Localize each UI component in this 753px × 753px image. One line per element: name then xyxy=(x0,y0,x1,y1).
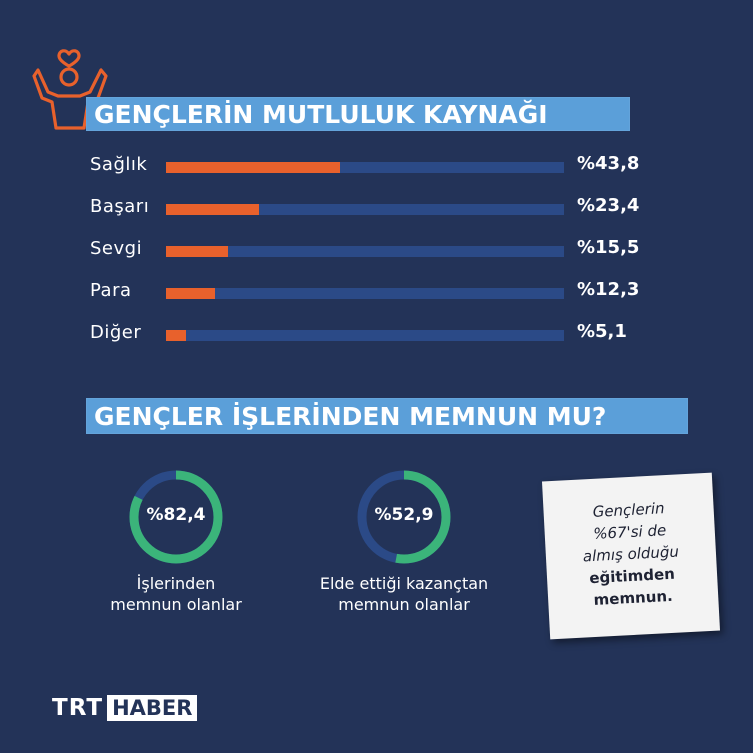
bar xyxy=(166,288,215,299)
bar-row: Para %12,3 xyxy=(0,278,753,308)
note-line-bold: memnun. xyxy=(593,586,674,610)
donut-slice xyxy=(129,470,223,564)
bar-category-label: Başarı xyxy=(90,196,150,217)
donut-chart xyxy=(357,470,451,564)
donut-caption-line: memnun olanlar xyxy=(338,595,470,614)
bar-row: Diğer %5,1 xyxy=(0,320,753,350)
bar-category-label: Para xyxy=(90,280,132,301)
section-title-text: GENÇLERİN MUTLULUK KAYNAĞI xyxy=(94,99,548,129)
bar-value-label: %43,8 xyxy=(577,153,640,174)
donut-caption-line: İşlerinden xyxy=(136,574,216,593)
bar-row: Sevgi %15,5 xyxy=(0,236,753,266)
bar xyxy=(166,162,341,173)
trt-haber-logo: TRT HABER xyxy=(52,693,198,723)
bar-category-label: Sağlık xyxy=(90,154,148,175)
bar xyxy=(166,204,260,215)
bar-value-label: %5,1 xyxy=(577,321,627,342)
bar-track xyxy=(166,288,564,299)
bar-row: Sağlık %43,8 xyxy=(0,152,753,182)
donut-value-label: %52,9 xyxy=(374,505,434,525)
note-line: Gençlerin xyxy=(592,499,665,521)
bar-row: Başarı %23,4 xyxy=(0,194,753,224)
bar-value-label: %23,4 xyxy=(577,195,640,216)
brand-haber: HABER xyxy=(107,695,198,721)
bar-track xyxy=(166,162,564,173)
donut-caption: İşlerinden memnun olanlar xyxy=(66,573,286,615)
bar xyxy=(166,246,228,257)
note-line: almış olduğu xyxy=(582,542,680,566)
bar xyxy=(166,330,187,341)
section-title-happiness: GENÇLERİN MUTLULUK KAYNAĞI xyxy=(86,97,630,131)
section-title-text: GENÇLER İŞLERİNDEN MEMNUN MU? xyxy=(94,401,607,431)
donut-slice xyxy=(357,470,451,564)
bar-value-label: %12,3 xyxy=(577,279,640,300)
bar-value-label: %15,5 xyxy=(577,237,640,258)
note-line-bold: eğitimden xyxy=(588,564,676,588)
bar-track xyxy=(166,204,564,215)
note-text: Gençlerin %67'si de almış olduğu eğitimd… xyxy=(543,495,719,614)
donut-caption: Elde ettiği kazançtan memnun olanlar xyxy=(294,573,514,615)
donut-caption-line: memnun olanlar xyxy=(110,595,242,614)
bar-category-label: Sevgi xyxy=(90,238,143,259)
section-title-job-satisfaction: GENÇLER İŞLERİNDEN MEMNUN MU? xyxy=(86,398,688,434)
bar-track xyxy=(166,246,564,257)
donut-value-label: %82,4 xyxy=(146,505,206,525)
education-note-card: Gençlerin %67'si de almış olduğu eğitimd… xyxy=(541,472,721,640)
bar-category-label: Diğer xyxy=(90,322,142,343)
brand-trt: TRT xyxy=(52,695,104,721)
donut-chart xyxy=(129,470,223,564)
note-line: %67'si de xyxy=(592,521,667,543)
bar-track xyxy=(166,330,564,341)
donut-caption-line: Elde ettiği kazançtan xyxy=(319,574,489,593)
